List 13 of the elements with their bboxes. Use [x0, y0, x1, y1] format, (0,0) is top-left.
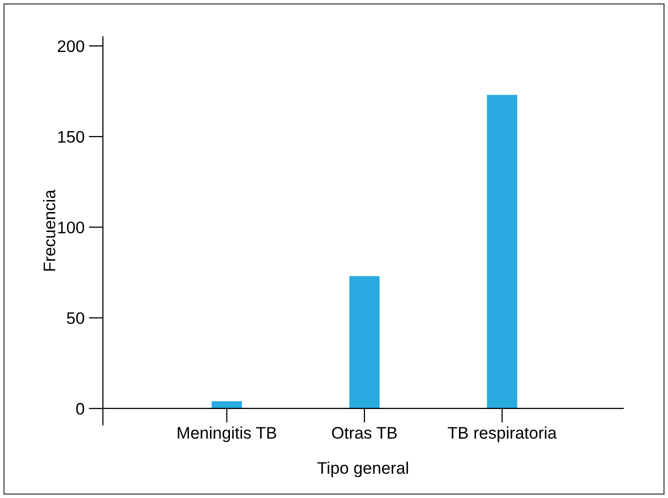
y-tick-label: 50	[66, 312, 84, 324]
y-tick-label: 150	[58, 130, 84, 143]
x-tick-label: Otras TB	[332, 426, 397, 439]
y-tick-label: 200	[58, 40, 84, 52]
x-tick-label: TB respiratoria	[448, 426, 557, 442]
y-tick-label: 0	[76, 402, 84, 415]
x-tick-label: Meningitis TB	[178, 426, 276, 442]
bar	[212, 401, 242, 408]
y-axis-title: Frecuencia	[43, 190, 56, 271]
bar	[486, 94, 518, 408]
bar	[349, 276, 380, 408]
y-tick-label: 100	[58, 222, 84, 234]
x-axis-title: Tipo general	[317, 462, 408, 478]
